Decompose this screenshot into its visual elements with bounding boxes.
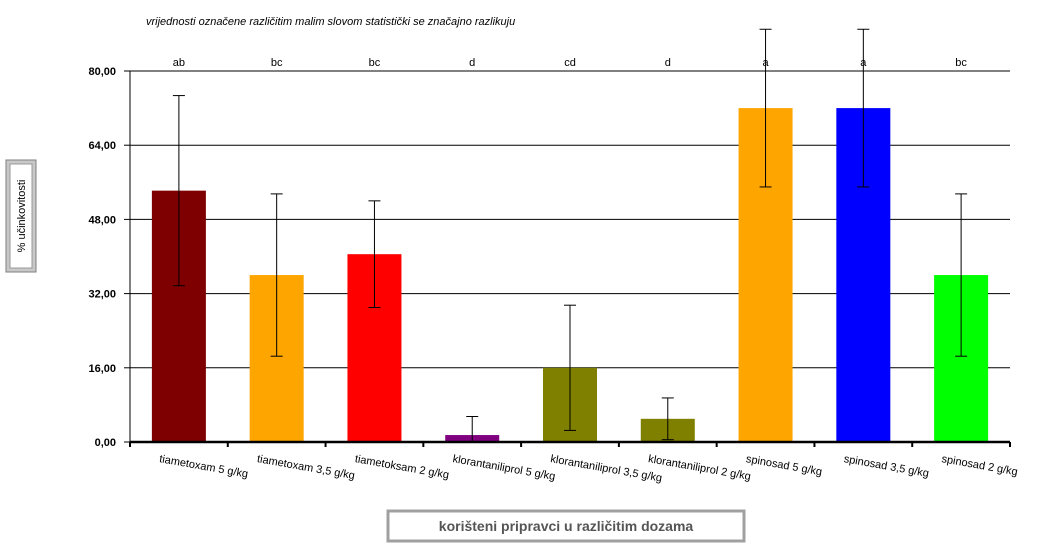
y-tick-label: 0,00 [95, 437, 116, 449]
y-tick-label: 80,00 [88, 66, 116, 78]
x-tick-label: tiametoksam 2 g/kg [354, 453, 450, 481]
y-tick-label: 16,00 [88, 363, 116, 375]
x-axis-label: korišteni pripravci u različitim dozama [439, 518, 694, 534]
x-ticks: tiametoxam 5 g/kg tiametoxam 3,5 g/kgtiam… [129, 442, 1019, 485]
x-tick-label: spinosad 5 g/kg [745, 453, 823, 478]
significance-letter: bc [369, 57, 381, 69]
y-ticks: 0,00 16,00 32,00 48,00 64,00 80,00 [88, 66, 130, 449]
x-tick-label: tiametoxam 3,5 g/kg [256, 453, 356, 482]
x-tick-label: klorantaniliprol 3,5 g/kg [549, 453, 662, 484]
significance-letter: bc [271, 57, 283, 69]
significance-letter: bc [955, 57, 967, 69]
y-tick-label: 48,00 [88, 214, 116, 226]
significance-letter: a [762, 57, 769, 69]
x-axis-label-box: korišteni pripravci u različitim dozama [386, 509, 746, 543]
y-axis-label: % učinkovitosti [16, 180, 28, 253]
significance-letters: ab bc bc d cd d a a bc [173, 57, 968, 69]
chart-title: vrijednosti označene različitim malim sl… [146, 16, 515, 28]
error-bars [172, 28, 968, 443]
y-axis-label-box: % učinkovitosti [5, 159, 37, 273]
axes [129, 71, 1010, 444]
y-tick-label: 32,00 [88, 289, 116, 301]
significance-letter: ab [173, 57, 185, 69]
x-tick-label: spinosad 3,5 g/kg [843, 453, 930, 480]
significance-letter: cd [564, 57, 576, 69]
y-tick-label: 64,00 [88, 140, 116, 152]
significance-letter: d [469, 57, 475, 69]
x-tick-label: spinosad 2 g/kg [941, 453, 1019, 478]
significance-letter: a [860, 57, 867, 69]
significance-letter: d [665, 57, 671, 69]
x-tick-label: klorantaniliprol 5 g/kg [452, 453, 556, 483]
x-tick-label: tiametoxam 5 g/kg [158, 453, 249, 480]
x-tick-label: klorantaniliprol 2 g/kg [647, 453, 751, 483]
